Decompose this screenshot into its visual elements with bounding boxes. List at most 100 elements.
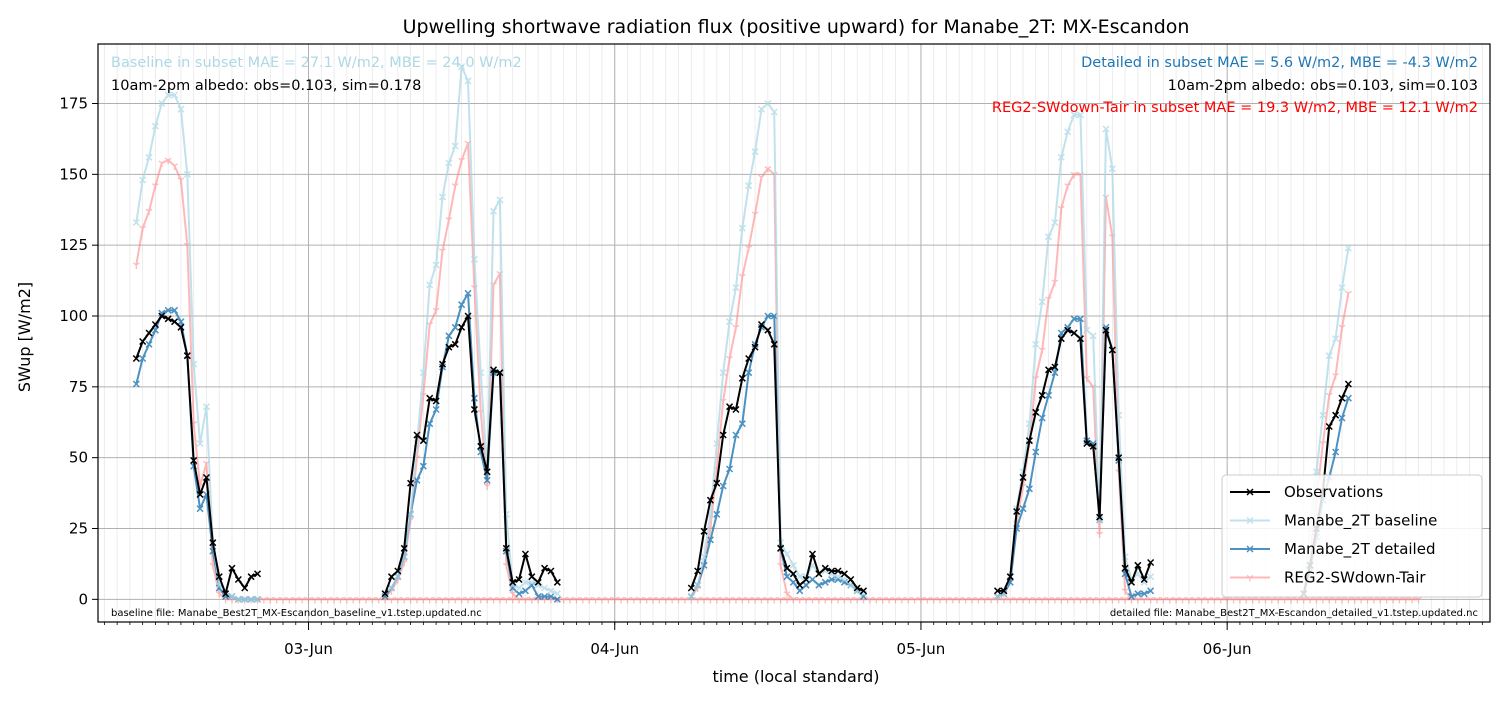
- data-point: [706, 536, 714, 544]
- data-point: [177, 323, 185, 331]
- data-point: [802, 581, 810, 589]
- data-point: [1102, 323, 1110, 331]
- data-point: [700, 596, 708, 604]
- data-point: [1312, 468, 1321, 476]
- legend-label: REG2-SWdown-Tair: [1284, 569, 1426, 587]
- data-point: [1038, 391, 1046, 399]
- data-point: [381, 590, 389, 598]
- detailed-stats-annotation: Detailed in subset MAE = 5.6 W/m2, MBE =…: [1081, 55, 1478, 71]
- data-point: [828, 596, 835, 604]
- data-point: [1006, 596, 1014, 604]
- data-point: [171, 306, 179, 314]
- data-point: [426, 420, 434, 428]
- data-point: [764, 99, 772, 108]
- data-point: [949, 596, 957, 604]
- data-point: [719, 431, 727, 439]
- data-point: [451, 183, 459, 190]
- data-point: [1038, 298, 1046, 306]
- data-point: [528, 578, 536, 586]
- data-point: [419, 596, 427, 604]
- data-point: [1191, 596, 1199, 604]
- data-point: [1134, 590, 1142, 598]
- data-point: [1255, 596, 1263, 604]
- data-point: [713, 479, 721, 487]
- baseline-file-note: baseline file: Manabe_Best2T_MX-Escandon…: [111, 608, 482, 619]
- data-point: [1338, 596, 1346, 604]
- data-point: [426, 394, 434, 402]
- data-point: [732, 596, 740, 604]
- data-point: [1332, 372, 1339, 380]
- data-point: [1172, 596, 1180, 604]
- data-point: [247, 595, 255, 603]
- data-point: [139, 176, 147, 184]
- data-point: [560, 596, 568, 604]
- data-point: [630, 596, 638, 604]
- data-point: [847, 596, 855, 604]
- data-point: [158, 312, 166, 320]
- data-point: [1396, 596, 1403, 604]
- data-point: [1032, 340, 1040, 348]
- data-point: [196, 505, 204, 513]
- data-point: [841, 596, 848, 604]
- data-point: [177, 105, 185, 113]
- data-point: [1344, 380, 1352, 388]
- data-point: [1281, 596, 1288, 604]
- data-point: [668, 596, 676, 604]
- plot-frame: [97, 43, 1491, 623]
- data-point: [732, 405, 740, 414]
- data-point: [541, 584, 549, 592]
- data-point: [1089, 596, 1097, 604]
- data-point: [311, 596, 319, 604]
- data-point: [726, 596, 733, 604]
- data-point: [337, 596, 344, 604]
- data-point: [196, 490, 204, 499]
- data-point: [145, 329, 153, 337]
- data-point: [190, 360, 198, 368]
- data-point: [470, 255, 478, 263]
- data-point: [202, 403, 210, 411]
- x-tick-label: 04-Jun: [590, 640, 639, 658]
- data-point: [1344, 244, 1352, 252]
- data-point: [1325, 392, 1333, 400]
- baseline-albedo-annotation: 10am-2pm albedo: obs=0.103, sim=0.178: [111, 78, 421, 94]
- data-point: [183, 170, 191, 178]
- data-point: [139, 337, 147, 346]
- data-point: [1070, 329, 1078, 337]
- data-point: [1230, 596, 1237, 604]
- data-point: [1140, 590, 1148, 598]
- data-point: [541, 592, 549, 601]
- data-point: [758, 596, 765, 604]
- data-point: [1096, 531, 1103, 539]
- data-point: [1076, 111, 1084, 119]
- data-point: [1045, 596, 1052, 604]
- data-point: [509, 591, 517, 598]
- data-point: [464, 596, 472, 604]
- data-point: [783, 591, 791, 598]
- data-point: [789, 561, 797, 569]
- data-point: [477, 596, 485, 604]
- data-point: [834, 596, 842, 604]
- y-tick-label: 75: [69, 378, 88, 396]
- data-point: [413, 596, 421, 604]
- data-point: [726, 465, 734, 473]
- data-point: [1274, 596, 1282, 604]
- data-point: [464, 77, 472, 85]
- legend-marker: [1246, 545, 1254, 553]
- data-point: [713, 596, 721, 604]
- legend-label: Manabe_2T baseline: [1284, 512, 1437, 531]
- data-point: [451, 323, 459, 331]
- y-tick-label: 125: [59, 236, 88, 254]
- data-point: [1140, 596, 1148, 604]
- data-point: [253, 595, 262, 603]
- data-point: [515, 596, 523, 604]
- data-point: [426, 596, 434, 604]
- data-point: [649, 596, 657, 604]
- data-point: [317, 596, 325, 604]
- data-point: [1108, 346, 1116, 354]
- data-point: [451, 596, 459, 604]
- data-point: [553, 595, 561, 603]
- data-point: [598, 596, 606, 604]
- data-point: [152, 183, 159, 190]
- data-point: [1019, 505, 1027, 513]
- data-point: [541, 564, 549, 572]
